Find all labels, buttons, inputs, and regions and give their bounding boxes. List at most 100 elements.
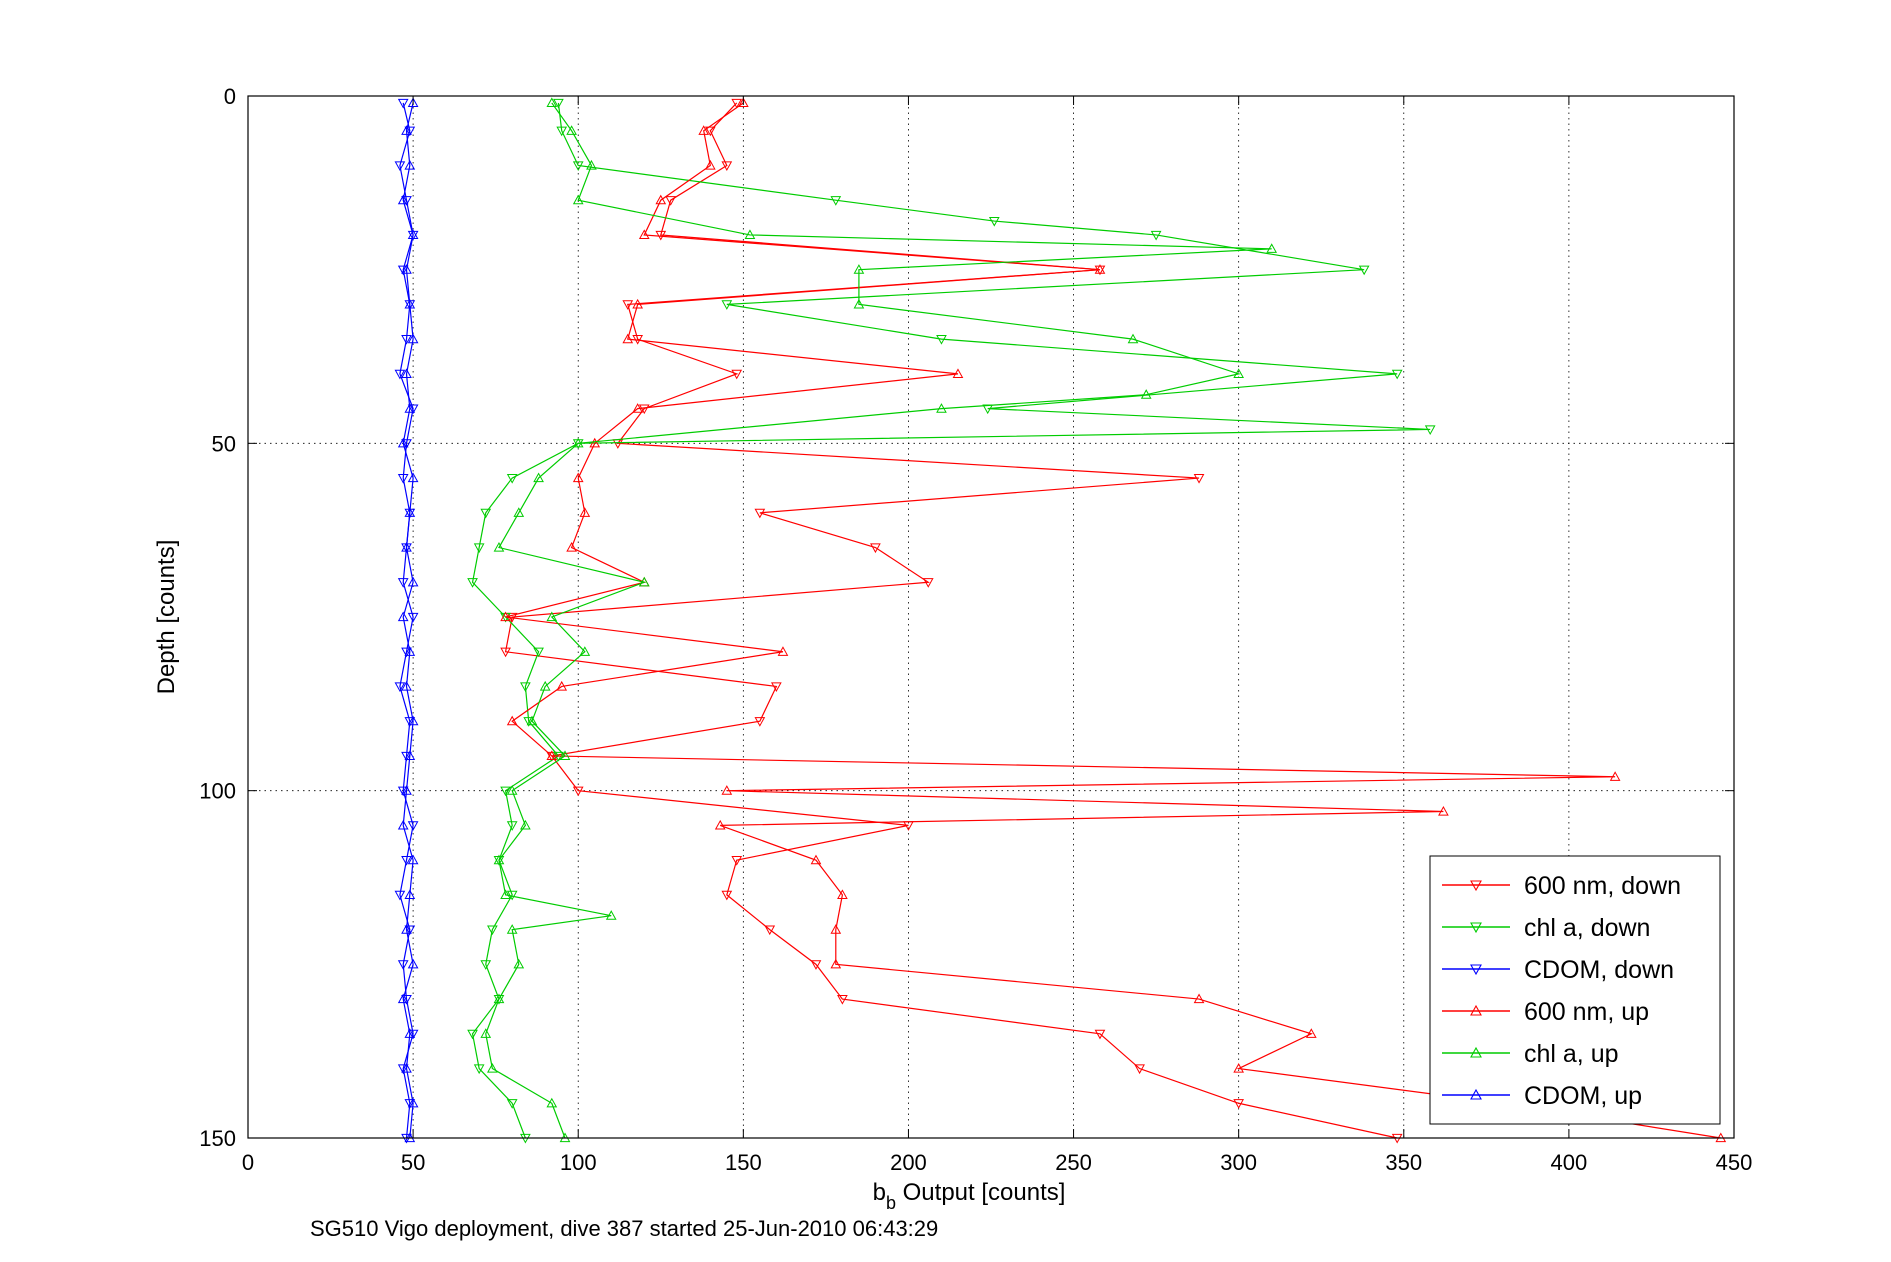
data-point xyxy=(523,717,535,727)
data-point xyxy=(500,889,511,899)
legend-marker xyxy=(1470,1088,1482,1100)
legend-item: chl a, down xyxy=(1442,914,1650,942)
data-point xyxy=(407,404,419,415)
data-point xyxy=(553,98,564,109)
x-tick-label: 450 xyxy=(1716,1150,1753,1175)
data-point xyxy=(397,819,409,830)
data-point xyxy=(1305,1028,1317,1038)
data-point xyxy=(731,369,743,380)
data-point xyxy=(655,194,667,205)
data-point xyxy=(526,715,538,726)
data-point xyxy=(830,924,842,934)
series-4 xyxy=(480,97,1278,1143)
x-tick-label: 150 xyxy=(725,1150,762,1175)
data-point xyxy=(731,98,743,109)
data-point xyxy=(500,611,511,622)
legend-box xyxy=(1429,855,1721,1125)
data-point xyxy=(480,1028,492,1038)
tick-layer: 0 50 100 150 200 250 300 350 400 450 0 50 100 150 xyxy=(199,84,1752,1175)
data-point xyxy=(579,646,591,656)
data-point xyxy=(704,126,716,137)
data-point xyxy=(401,1063,412,1073)
data-point xyxy=(407,229,419,240)
data-point xyxy=(404,159,416,170)
data-point xyxy=(1438,805,1449,816)
data-point xyxy=(407,1097,419,1108)
data-point xyxy=(401,335,412,345)
data-point xyxy=(1609,771,1621,781)
data-point xyxy=(397,960,409,970)
data-point xyxy=(394,890,406,901)
x-tick-label: 200 xyxy=(890,1150,927,1175)
data-point xyxy=(1127,333,1139,344)
data-point xyxy=(546,750,558,761)
data-point xyxy=(704,159,716,170)
data-point xyxy=(407,576,419,587)
series-3 xyxy=(500,97,1727,1143)
legend-label: 600 nm, up xyxy=(1524,998,1649,1026)
data-point xyxy=(546,97,558,108)
data-point xyxy=(771,682,782,692)
data-point xyxy=(407,333,419,344)
legend-marker xyxy=(1470,1004,1482,1016)
data-point xyxy=(404,717,416,727)
data-point xyxy=(404,646,416,656)
data-point xyxy=(1233,1099,1245,1109)
data-point xyxy=(1193,993,1205,1004)
data-point xyxy=(622,300,634,310)
data-point xyxy=(556,680,568,691)
x-tick-label: 0 xyxy=(242,1150,254,1175)
data-point xyxy=(401,924,412,934)
data-point xyxy=(721,785,733,795)
legend-label: chl a, down xyxy=(1524,914,1650,942)
data-point xyxy=(473,543,485,554)
data-point xyxy=(397,473,409,484)
legend-item: 600 nm, down xyxy=(1442,872,1681,900)
data-point xyxy=(721,890,733,901)
data-point xyxy=(1094,264,1106,274)
data-point xyxy=(572,194,584,205)
data-point xyxy=(513,507,525,517)
data-point xyxy=(638,576,650,587)
data-point xyxy=(500,647,511,658)
data-point xyxy=(473,1064,485,1075)
data-point xyxy=(480,960,492,970)
data-point xyxy=(401,751,412,762)
data-point xyxy=(500,786,511,797)
data-point xyxy=(401,856,412,866)
data-point xyxy=(632,403,644,413)
data-point xyxy=(539,680,551,691)
legend: 600 nm, down chl a, down CDOM, down 600 nm,… xyxy=(1429,855,1721,1125)
data-point xyxy=(520,682,531,692)
data-point xyxy=(480,508,492,519)
data-point xyxy=(922,578,934,588)
data-point xyxy=(407,854,419,865)
series-line xyxy=(402,102,414,1139)
data-point xyxy=(572,786,584,797)
data-point xyxy=(404,925,416,936)
data-point xyxy=(397,98,409,109)
data-point xyxy=(1391,369,1403,380)
data-point xyxy=(513,958,525,969)
chart-caption: SG510 Vigo deployment, dive 387 started … xyxy=(310,1216,938,1241)
data-point xyxy=(404,298,416,309)
data-point xyxy=(404,403,416,413)
data-point xyxy=(397,194,409,205)
data-point xyxy=(731,856,743,866)
data-point xyxy=(572,472,584,483)
data-point xyxy=(566,125,577,135)
data-point xyxy=(397,578,409,588)
x-axis-label: bb Output [counts] xyxy=(873,1179,1066,1213)
data-point xyxy=(754,717,766,727)
legend-item: CDOM, up xyxy=(1442,1082,1642,1110)
data-point xyxy=(397,265,409,276)
data-point xyxy=(493,993,505,1004)
data-point xyxy=(764,925,776,936)
data-point xyxy=(1193,473,1205,484)
data-point xyxy=(401,785,412,795)
data-point xyxy=(407,821,419,831)
data-point xyxy=(870,543,881,554)
legend-marker xyxy=(1470,964,1482,976)
x-axis-label-main: b xyxy=(873,1179,886,1206)
